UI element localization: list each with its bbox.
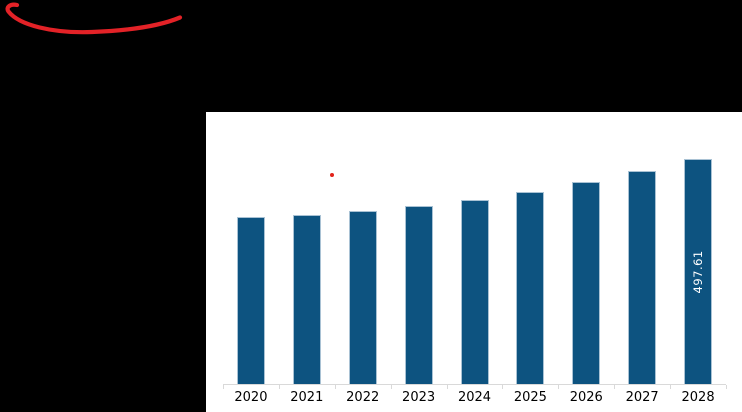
swoosh-curve [5,2,183,35]
bar-2028: 497.61 [684,158,713,384]
bar-chart: 497.61 2020 2021 2022 2023 2024 2025 2026 2027 2… [206,112,742,412]
x-tick-label-2020: 2020 [234,390,268,405]
x-axis-line [223,384,726,385]
x-tick-label-2026: 2026 [569,390,603,405]
bar-2020 [236,217,265,384]
red-marker-dot [330,173,334,177]
bar-2023 [404,206,433,384]
x-axis-tick [614,385,616,389]
bar-2024 [460,199,489,384]
x-axis-tick [558,385,560,389]
x-axis-tick [278,385,280,389]
x-tick-label-2022: 2022 [346,390,380,405]
x-axis-tick [334,385,336,389]
x-tick-label-2028: 2028 [681,390,715,405]
x-axis-tick [390,385,392,389]
logo-swoosh-icon [2,1,192,43]
bar-2027 [628,170,657,384]
x-tick-label-2023: 2023 [402,390,436,405]
bar-2025 [516,191,545,384]
bar-2022 [348,210,377,384]
x-axis-tick [502,385,504,389]
x-tick-label-2024: 2024 [457,390,492,405]
x-tick-label-2021: 2021 [290,390,324,405]
bar-2026 [572,181,601,384]
x-tick-label-2027: 2027 [625,390,659,405]
x-axis-tick [446,385,448,389]
bar-value-label-2028: 497.61 [691,250,706,294]
x-axis-tick [223,385,224,389]
bar-2021 [292,214,321,384]
x-axis-tick [726,385,727,389]
plot-area: 497.61 [223,112,726,384]
x-axis-tick [670,385,672,389]
x-tick-label-2025: 2025 [513,390,547,405]
